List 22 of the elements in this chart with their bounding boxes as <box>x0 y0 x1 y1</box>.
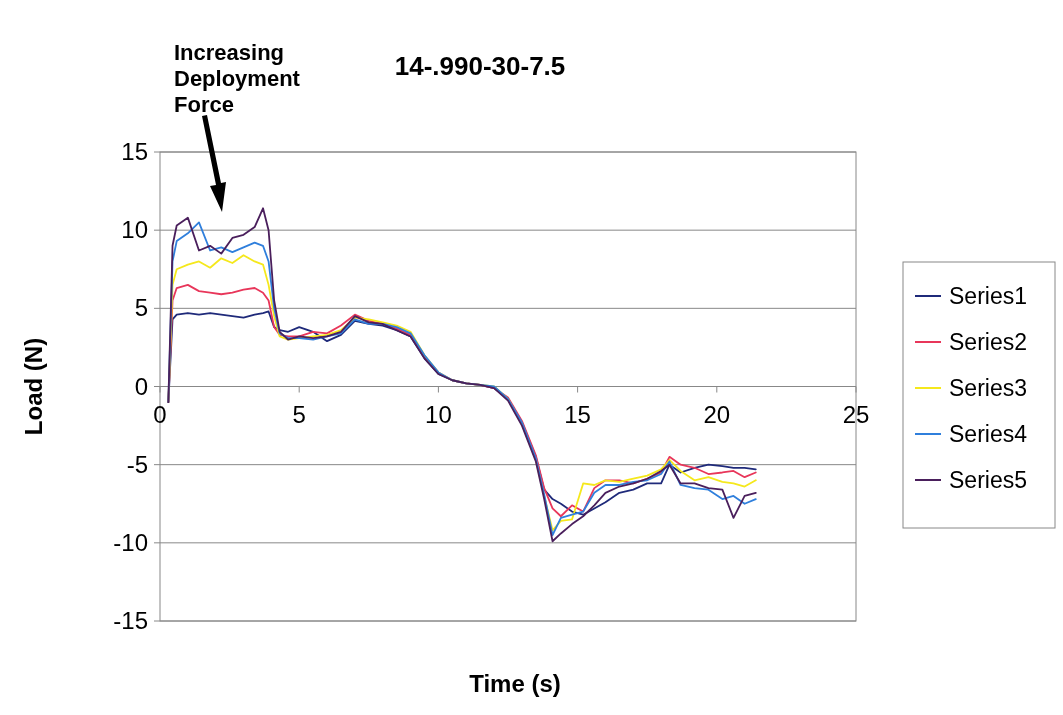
x-tick-label: 20 <box>703 400 731 428</box>
x-tick-label: 15 <box>564 400 591 428</box>
legend-label: Series1 <box>949 283 1027 309</box>
legend-label: Series4 <box>949 421 1028 447</box>
chart-title: 14-.990-30-7.5 <box>394 51 566 81</box>
y-tick-label: -10 <box>113 528 148 556</box>
y-tick-label: 0 <box>134 372 148 400</box>
legend-label: Series2 <box>949 329 1027 355</box>
y-axis-title: Load (N) <box>20 337 47 436</box>
x-axis-title: Time (s) <box>469 670 561 697</box>
y-tick-label: -15 <box>113 607 148 634</box>
x-tick-label: 10 <box>425 400 452 428</box>
x-tick-label: 25 <box>842 400 870 428</box>
legend-label: Series5 <box>949 467 1027 493</box>
x-tick-label: 0 <box>153 400 167 428</box>
x-tick-label: 5 <box>292 400 306 428</box>
text: Increasing Deployment Force <box>174 40 301 117</box>
y-tick-label: -5 <box>126 450 148 478</box>
legend-label: Series3 <box>949 375 1027 401</box>
y-tick-label: 5 <box>134 294 148 322</box>
y-tick-label: 10 <box>121 216 148 244</box>
y-tick-label: 15 <box>121 138 148 165</box>
